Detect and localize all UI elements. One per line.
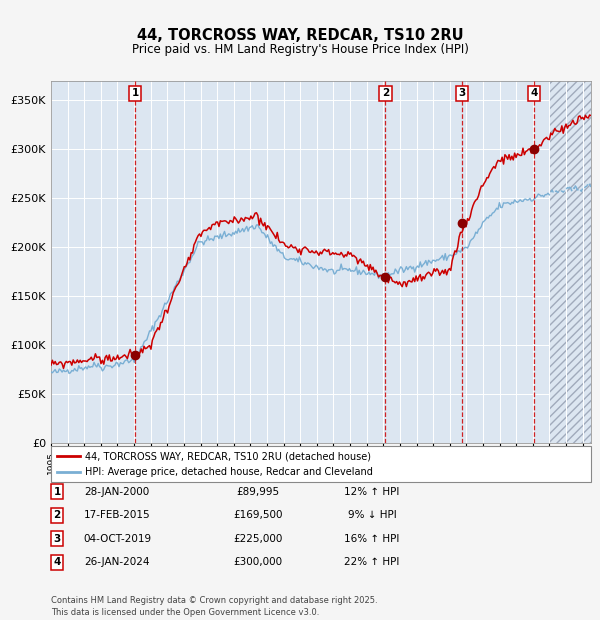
Text: Price paid vs. HM Land Registry's House Price Index (HPI): Price paid vs. HM Land Registry's House … [131, 43, 469, 56]
Text: 44, TORCROSS WAY, REDCAR, TS10 2RU: 44, TORCROSS WAY, REDCAR, TS10 2RU [137, 29, 463, 43]
Text: 16% ↑ HPI: 16% ↑ HPI [344, 534, 400, 544]
Text: 2: 2 [382, 88, 389, 99]
Bar [550, 81, 591, 443]
Text: 1: 1 [53, 487, 61, 497]
Text: 12% ↑ HPI: 12% ↑ HPI [344, 487, 400, 497]
Text: Contains HM Land Registry data © Crown copyright and database right 2025.
This d: Contains HM Land Registry data © Crown c… [51, 596, 377, 617]
Text: 17-FEB-2015: 17-FEB-2015 [83, 510, 151, 520]
Text: £300,000: £300,000 [233, 557, 283, 567]
Text: 28-JAN-2000: 28-JAN-2000 [85, 487, 149, 497]
Text: 2: 2 [53, 510, 61, 520]
Text: 3: 3 [53, 534, 61, 544]
Text: HPI: Average price, detached house, Redcar and Cleveland: HPI: Average price, detached house, Redc… [85, 467, 373, 477]
Text: £169,500: £169,500 [233, 510, 283, 520]
Text: 04-OCT-2019: 04-OCT-2019 [83, 534, 151, 544]
Text: £225,000: £225,000 [233, 534, 283, 544]
Text: 1: 1 [131, 88, 139, 99]
Text: 22% ↑ HPI: 22% ↑ HPI [344, 557, 400, 567]
Text: 9% ↓ HPI: 9% ↓ HPI [347, 510, 397, 520]
Text: 4: 4 [53, 557, 61, 567]
Text: 44, TORCROSS WAY, REDCAR, TS10 2RU (detached house): 44, TORCROSS WAY, REDCAR, TS10 2RU (deta… [85, 451, 371, 461]
Text: 3: 3 [458, 88, 466, 99]
Text: 4: 4 [530, 88, 538, 99]
Text: £89,995: £89,995 [236, 487, 280, 497]
Text: 26-JAN-2024: 26-JAN-2024 [84, 557, 150, 567]
